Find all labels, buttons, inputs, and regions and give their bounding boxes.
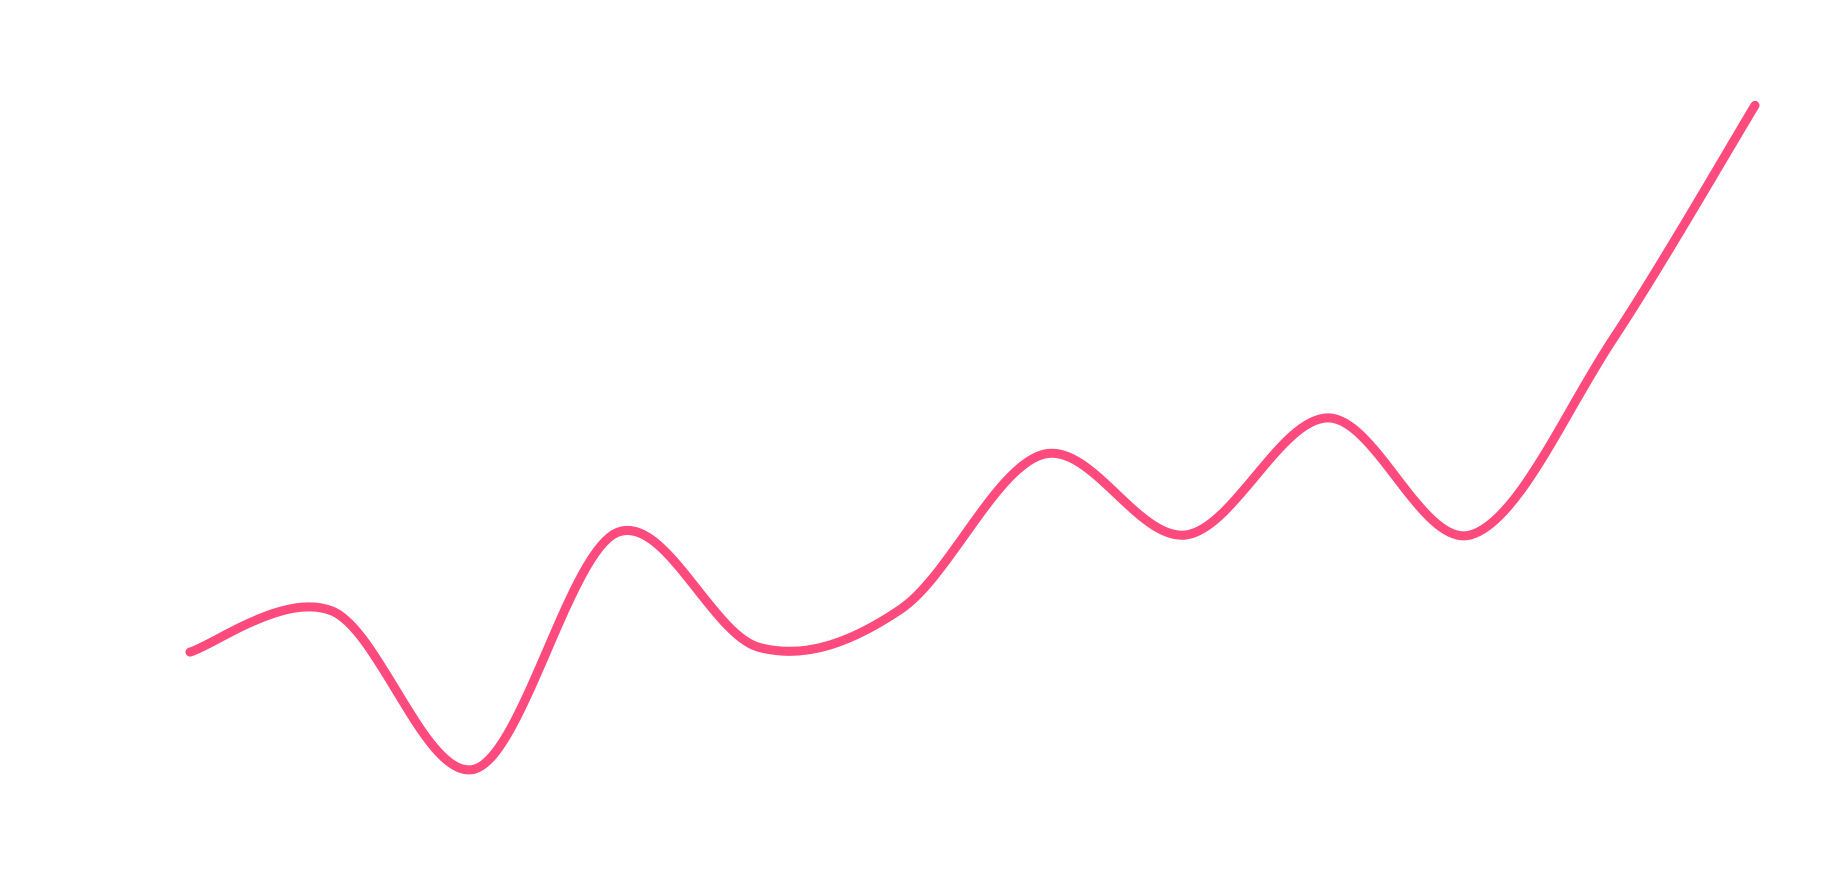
line-series <box>185 100 1760 775</box>
